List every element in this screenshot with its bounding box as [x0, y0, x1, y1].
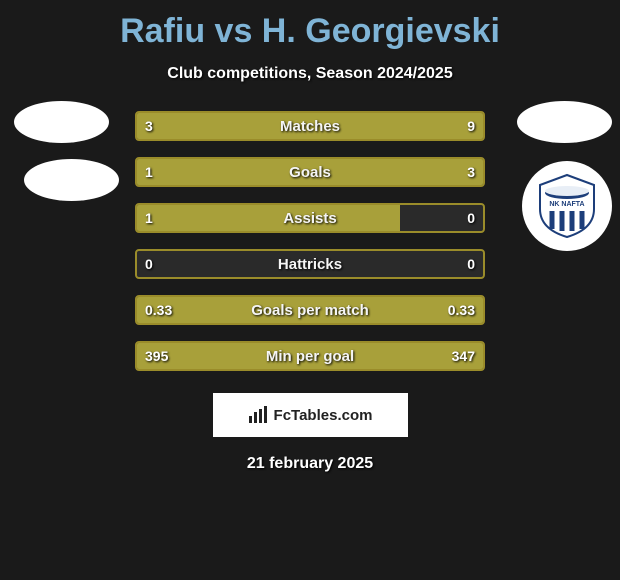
stat-label: Goals per match	[137, 297, 483, 323]
stat-row-matches: 39Matches	[135, 111, 485, 141]
subtitle: Club competitions, Season 2024/2025	[0, 65, 620, 83]
bar-chart-icon	[248, 406, 268, 424]
date-line: 21 february 2025	[0, 455, 620, 473]
nafta-crest-icon: NK NAFTA	[532, 171, 602, 241]
comparison-bars: 39Matches 13Goals 10Assists 00Hattricks 0.33…	[135, 111, 485, 371]
stat-row-min-per-goal: 395347Min per goal	[135, 341, 485, 371]
page-title: Rafiu vs H. Georgievski	[0, 0, 620, 51]
footer-brand-text: FcTables.com	[274, 407, 373, 424]
right-club-badge-2: NK NAFTA	[522, 161, 612, 251]
stat-row-hattricks: 00Hattricks	[135, 249, 485, 279]
svg-text:NK NAFTA: NK NAFTA	[549, 201, 584, 208]
right-club-badge-1	[517, 101, 612, 143]
left-club-badge-1	[14, 101, 109, 143]
stat-label: Assists	[137, 205, 483, 231]
stat-label: Min per goal	[137, 343, 483, 369]
comparison-stage: NK NAFTA 39Matches 13Goals 10Assists 00Hatt…	[0, 111, 620, 473]
stat-label: Hattricks	[137, 251, 483, 277]
stat-row-goals-per-match: 0.330.33Goals per match	[135, 295, 485, 325]
left-club-badge-2	[24, 159, 119, 201]
stat-label: Matches	[137, 113, 483, 139]
stat-row-assists: 10Assists	[135, 203, 485, 233]
footer-brand-badge[interactable]: FcTables.com	[213, 393, 408, 437]
stat-label: Goals	[137, 159, 483, 185]
stat-row-goals: 13Goals	[135, 157, 485, 187]
